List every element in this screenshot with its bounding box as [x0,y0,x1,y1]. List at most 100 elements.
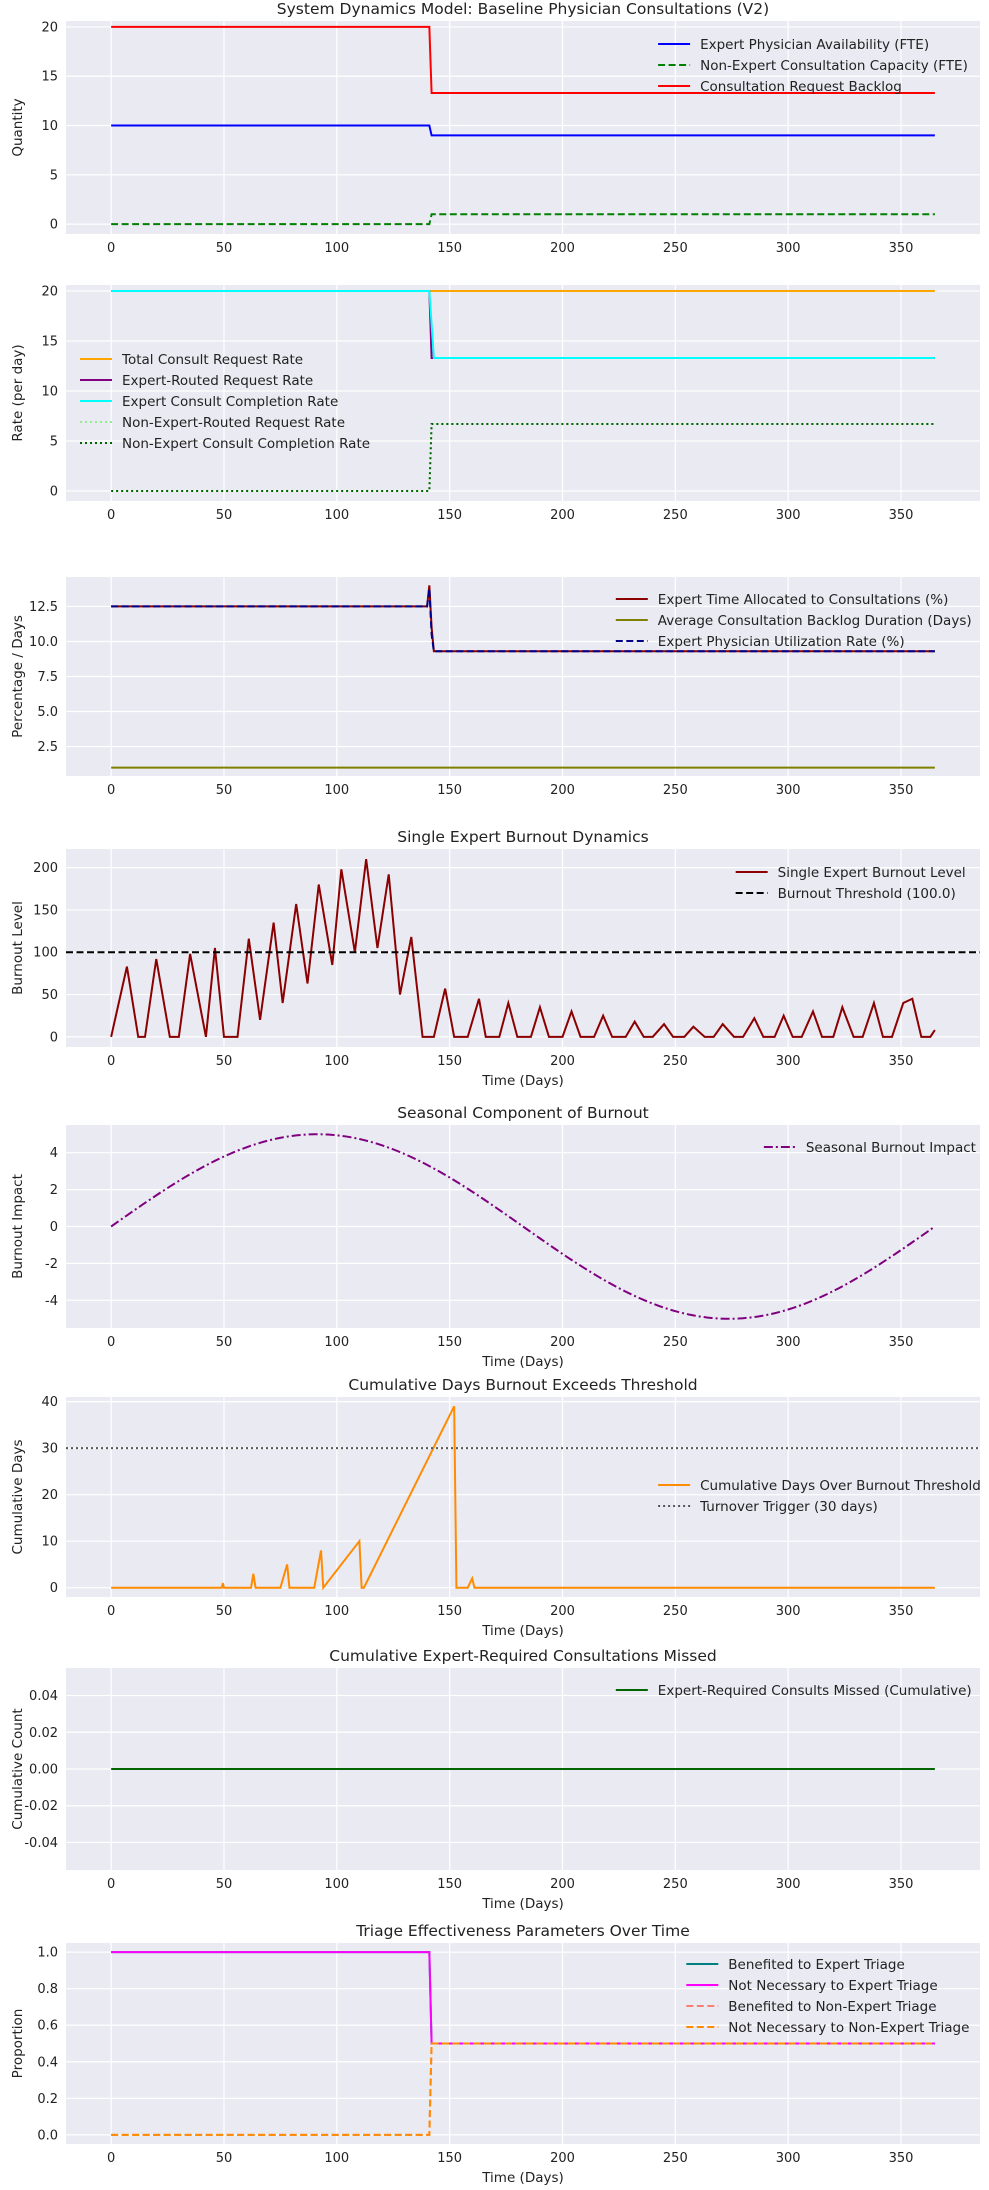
x-tick-label: 300 [776,1877,801,1892]
x-tick-label: 300 [776,1054,801,1069]
x-tick-label: 150 [437,1877,462,1892]
x-tick-label: 250 [663,783,688,798]
x-tick-label: 150 [437,783,462,798]
y-tick-label: 15 [41,335,58,350]
legend-label: Seasonal Burnout Impact [806,1140,976,1156]
y-tick-label: 5 [50,435,58,450]
x-tick-label: 100 [324,1335,349,1350]
series-line [111,1951,935,2045]
x-tick-label: 300 [776,1604,801,1619]
y-tick-label: 7.5 [37,670,58,685]
x-axis-label: Time (Days) [481,1896,564,1912]
y-tick-label: 0 [50,485,58,500]
x-tick-label: 0 [107,1054,115,1069]
x-tick-label: 250 [663,508,688,523]
y-tick-label: 5 [50,168,58,183]
chart-panel-4: 0 50 100 150 200 250 300 350 0 50 100 150 200 Single … [10,828,980,1089]
y-tick-label: 200 [33,861,58,876]
x-tick-label: 50 [216,1604,233,1619]
legend: Single Expert Burnout Level Burnout Thres… [735,865,966,902]
x-tick-label: 200 [550,783,575,798]
x-tick-label: 0 [107,1604,115,1619]
x-tick-label: 100 [324,2151,349,2166]
x-tick-label: 250 [663,2151,688,2166]
chart-panel-5: 0 50 100 150 200 250 300 350 -4 -2 0 2 4 Seasonal Com… [10,1104,980,1370]
legend-label: Total Consult Request Rate [121,352,303,368]
x-tick-label: 200 [550,1604,575,1619]
x-tick-label: 350 [889,1335,914,1350]
legend-label: Non-Expert-Routed Request Rate [122,415,345,431]
y-axis-label: Percentage / Days [10,615,26,738]
x-tick-label: 350 [889,241,914,256]
plot-area [66,849,980,1047]
y-tick-label: 0 [50,218,58,233]
chart-title: Seasonal Component of Burnout [397,1104,649,1122]
chart-title: Triage Effectiveness Parameters Over Tim… [355,1922,690,1940]
x-tick-label: 250 [663,1054,688,1069]
y-tick-label: 0.02 [29,1726,58,1741]
legend-label: Not Necessary to Non-Expert Triage [728,2020,969,2036]
y-tick-label: 1.0 [37,1946,58,1961]
x-tick-label: 150 [437,1054,462,1069]
x-tick-label: 150 [437,241,462,256]
y-tick-label: 0.4 [37,2055,58,2070]
y-tick-label: 5.0 [37,705,58,720]
y-tick-label: 0 [50,1581,58,1596]
legend: Expert-Required Consults Missed (Cumulat… [615,1683,972,1699]
y-tick-label: 150 [33,903,58,918]
x-tick-label: 50 [216,1877,233,1892]
x-tick-label: 200 [550,241,575,256]
x-tick-label: 250 [663,1604,688,1619]
x-tick-label: 0 [107,2151,115,2166]
y-axis-label: Rate (per day) [10,344,26,441]
y-tick-label: 4 [50,1146,58,1161]
y-tick-label: 15 [41,70,58,85]
legend-label: Non-Expert Consult Completion Rate [122,436,370,452]
y-tick-label: 0 [50,1030,58,1045]
x-tick-label: 350 [889,783,914,798]
x-tick-label: 0 [107,241,115,256]
legend-label: Expert Physician Utilization Rate (%) [658,634,905,650]
legend: Total Consult Request Rate Expert-Routed … [80,352,370,452]
legend-label: Expert-Routed Request Rate [122,373,313,389]
x-tick-label: 0 [107,783,115,798]
y-tick-label: -2 [45,1257,58,1272]
y-tick-label: 40 [41,1395,58,1410]
x-tick-label: 200 [550,1877,575,1892]
chart-title: Cumulative Days Burnout Exceeds Threshol… [348,1376,697,1394]
x-tick-label: 200 [550,508,575,523]
x-tick-label: 200 [550,1054,575,1069]
x-tick-label: 50 [216,2151,233,2166]
y-axis-label: Quantity [10,98,26,156]
legend-label: Expert Time Allocated to Consultations (… [658,592,949,608]
y-axis-label: Burnout Impact [10,1174,26,1279]
x-tick-label: 150 [437,508,462,523]
series-line [111,213,935,226]
x-tick-label: 100 [324,1604,349,1619]
legend: Expert Time Allocated to Consultations (… [615,592,972,650]
chart-title: System Dynamics Model: Baseline Physicia… [277,0,769,18]
chart-panel-3: 0 50 100 150 200 250 300 350 2.5 5.0 7.5 10.0 12.5Pe… [10,577,980,798]
y-tick-label: -0.02 [24,1799,58,1814]
legend-label: Expert-Required Consults Missed (Cumulat… [658,1683,972,1699]
x-tick-label: 350 [889,1054,914,1069]
x-tick-label: 300 [776,241,801,256]
x-tick-label: 100 [324,508,349,523]
x-axis-label: Time (Days) [481,1073,564,1089]
chart-panel-1: 0 50 100 150 200 250 300 350 0 5 10 15 20 System Dyna… [10,0,980,256]
x-tick-label: 100 [324,241,349,256]
x-tick-label: 50 [216,508,233,523]
x-axis-label: Time (Days) [481,2170,564,2186]
plot-area [66,1397,980,1597]
y-tick-label: 10 [41,119,58,134]
y-tick-label: 20 [41,1488,58,1503]
x-tick-label: 350 [889,508,914,523]
x-axis-label: Time (Days) [481,1354,564,1370]
y-tick-label: 30 [41,1442,58,1457]
x-tick-label: 150 [437,1604,462,1619]
x-axis-label: Time (Days) [481,1623,564,1639]
series-line [111,2042,935,2136]
y-tick-label: 0.0 [37,2128,58,2143]
series-line [111,588,935,653]
legend-label: Benefited to Non-Expert Triage [728,1999,936,2015]
